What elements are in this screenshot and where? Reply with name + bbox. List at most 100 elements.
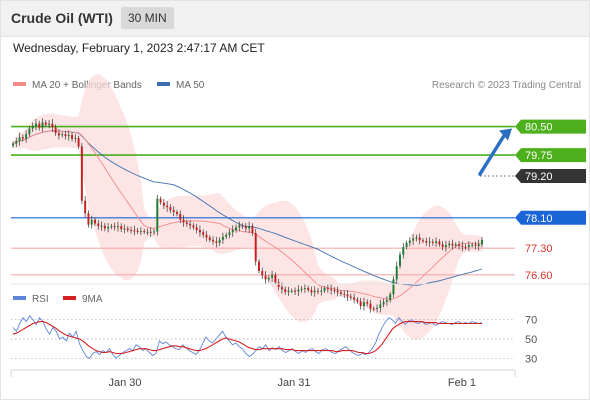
- candle-body: [208, 237, 211, 240]
- candle: [41, 118, 44, 132]
- candle-body: [431, 241, 434, 243]
- candle-body: [139, 231, 142, 233]
- candle: [103, 222, 106, 232]
- x-tick-label: Jan 31: [277, 377, 310, 389]
- candle-body: [412, 238, 415, 241]
- candle-body: [421, 240, 424, 242]
- candle-body: [451, 243, 454, 246]
- candle-body: [405, 242, 408, 248]
- candle-body: [444, 245, 447, 248]
- candle-body: [15, 141, 18, 144]
- candle-body: [100, 225, 103, 227]
- candle: [28, 126, 31, 137]
- copyright: Research © 2023 Trading Central: [431, 80, 581, 91]
- candle: [123, 224, 126, 234]
- candle-body: [303, 288, 306, 290]
- candle: [149, 227, 152, 237]
- candle: [231, 225, 234, 237]
- legend-rsi-ma-label: 9MA: [82, 294, 103, 305]
- candle-body: [307, 288, 310, 290]
- ma50-swatch-icon: [157, 82, 170, 87]
- candle: [353, 293, 356, 304]
- candle: [31, 122, 34, 132]
- candle: [120, 223, 123, 233]
- candle: [113, 222, 116, 231]
- candle: [323, 285, 326, 294]
- candle: [94, 217, 96, 226]
- candle: [376, 304, 379, 313]
- candle-body: [156, 198, 159, 232]
- level-tag-79.20: [515, 169, 586, 183]
- candle: [362, 297, 365, 311]
- ma20-swatch-icon: [13, 82, 26, 87]
- candle-body: [162, 202, 165, 206]
- candle-body: [97, 223, 100, 227]
- candle: [274, 272, 277, 285]
- candle-body: [300, 288, 303, 290]
- candle: [54, 124, 57, 136]
- candle: [257, 259, 260, 274]
- candle-body: [464, 246, 467, 248]
- candle: [80, 142, 83, 205]
- candle: [25, 130, 28, 143]
- candle: [90, 215, 93, 229]
- candle: [297, 285, 300, 297]
- candle: [477, 239, 480, 251]
- rsi-tick-label: 50: [525, 334, 537, 346]
- candle-body: [379, 304, 382, 308]
- candle: [444, 240, 447, 252]
- candle-body: [44, 122, 47, 125]
- candle-body: [297, 289, 300, 292]
- candle: [107, 222, 110, 233]
- candle: [248, 221, 251, 233]
- candle-body: [323, 288, 326, 291]
- candle-body: [467, 245, 470, 248]
- candle: [34, 119, 37, 131]
- candle: [402, 243, 405, 259]
- rsi-ma-line: [12, 321, 482, 355]
- candle: [192, 223, 195, 230]
- timeframe-badge[interactable]: 30 MIN: [121, 7, 174, 29]
- candle-body: [369, 303, 372, 309]
- candle: [221, 232, 224, 244]
- candle-body: [448, 243, 451, 246]
- candle-body: [320, 290, 323, 292]
- x-tick-label: Jan 30: [108, 377, 141, 389]
- candle: [244, 223, 247, 232]
- candle-body: [71, 134, 74, 139]
- candle-body: [51, 123, 54, 128]
- candle: [343, 290, 346, 298]
- candle-body: [195, 227, 198, 230]
- candle-body: [169, 207, 172, 211]
- candle-body: [284, 289, 287, 292]
- candle: [369, 299, 372, 313]
- candle-body: [382, 301, 385, 305]
- chart-header: Crude Oil (WTI) 30 MIN: [0, 0, 590, 37]
- candle: [379, 299, 382, 313]
- candle: [431, 238, 434, 246]
- level-label-79.20: 79.20: [525, 171, 553, 183]
- candle-body: [454, 244, 457, 246]
- candle-body: [254, 233, 257, 262]
- candle: [212, 236, 215, 245]
- candle: [458, 240, 461, 250]
- forecast-arrow-head: [499, 128, 512, 141]
- candle: [18, 132, 21, 146]
- candle: [385, 296, 388, 306]
- candle: [77, 135, 80, 149]
- candle: [356, 297, 359, 304]
- candle-body: [61, 134, 64, 136]
- candle-body: [280, 286, 283, 290]
- candle-body: [120, 226, 123, 230]
- candle: [38, 120, 41, 131]
- ma20-line: [12, 130, 483, 300]
- candle: [136, 227, 139, 234]
- candle-body: [376, 307, 379, 309]
- candle: [399, 251, 401, 269]
- candle: [74, 134, 77, 143]
- candle-body: [389, 294, 392, 301]
- candle-body: [149, 231, 152, 233]
- candle-body: [84, 200, 87, 214]
- level-label-76.60: 76.60: [525, 270, 553, 282]
- candle: [84, 196, 87, 218]
